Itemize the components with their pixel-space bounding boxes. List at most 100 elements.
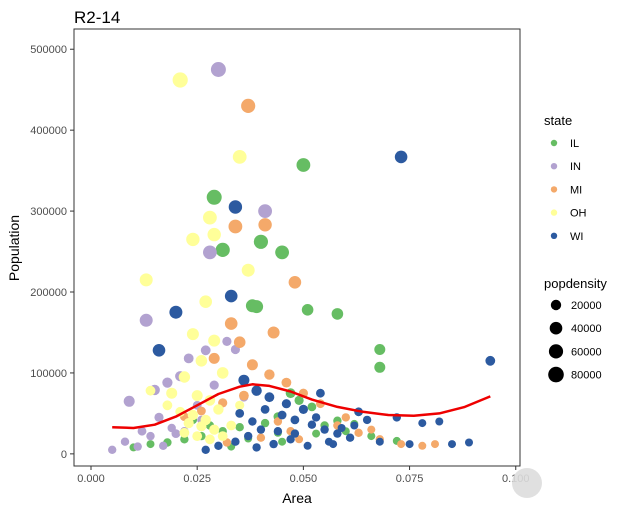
data-point bbox=[333, 429, 342, 438]
chart-title: R2-14 bbox=[74, 8, 120, 27]
data-point bbox=[267, 326, 280, 339]
state-legend-title: state bbox=[544, 113, 572, 128]
size-label-40000: 40000 bbox=[571, 323, 602, 335]
data-point bbox=[139, 313, 153, 327]
data-point bbox=[186, 232, 200, 247]
data-point bbox=[216, 367, 229, 379]
popdensity-legend-title: popdensity bbox=[544, 276, 607, 291]
data-point bbox=[465, 438, 473, 447]
data-point bbox=[241, 98, 256, 113]
data-point bbox=[205, 434, 215, 445]
data-point bbox=[252, 443, 261, 452]
y-tick-label: 100000 bbox=[30, 368, 67, 380]
data-point bbox=[301, 304, 314, 316]
data-point bbox=[183, 418, 194, 429]
y-axis-title: Population bbox=[6, 215, 22, 281]
data-point bbox=[273, 427, 283, 436]
data-point bbox=[228, 219, 243, 234]
data-point bbox=[226, 420, 237, 431]
legend-label-wi: WI bbox=[570, 231, 583, 243]
data-point bbox=[197, 406, 206, 416]
data-point bbox=[248, 417, 257, 426]
data-point bbox=[162, 377, 173, 388]
data-point bbox=[281, 377, 292, 388]
data-point bbox=[228, 200, 243, 214]
data-point bbox=[260, 405, 270, 414]
data-point bbox=[264, 392, 275, 403]
data-point bbox=[250, 300, 264, 314]
x-tick-label: 0.075 bbox=[396, 473, 424, 485]
data-point bbox=[374, 344, 386, 355]
data-point bbox=[375, 437, 384, 446]
x-tick-label: 0.025 bbox=[183, 473, 211, 485]
series-wi bbox=[152, 150, 496, 454]
data-point bbox=[210, 62, 226, 77]
data-point bbox=[253, 234, 268, 249]
data-point bbox=[146, 440, 155, 449]
data-point bbox=[120, 437, 130, 446]
data-point bbox=[341, 413, 350, 422]
legend-label-in: IN bbox=[570, 161, 581, 173]
data-point bbox=[162, 400, 173, 411]
data-point bbox=[260, 418, 270, 428]
data-point bbox=[244, 431, 253, 441]
data-point bbox=[208, 334, 221, 347]
data-point bbox=[235, 400, 245, 410]
data-point bbox=[307, 420, 317, 429]
data-point bbox=[201, 445, 210, 454]
watermark-text: 科研猫 bbox=[545, 475, 593, 494]
data-point bbox=[239, 390, 249, 401]
data-point bbox=[311, 413, 321, 422]
data-point bbox=[367, 425, 376, 434]
data-point bbox=[448, 440, 456, 449]
size-key-40000 bbox=[549, 321, 563, 335]
data-point bbox=[206, 189, 222, 205]
data-point bbox=[329, 440, 338, 449]
y-tick-label: 200000 bbox=[30, 287, 67, 299]
data-point bbox=[209, 424, 220, 435]
data-point bbox=[374, 361, 386, 373]
data-point bbox=[214, 441, 223, 450]
y-tick-label: 0 bbox=[61, 449, 67, 461]
x-axis-title: Area bbox=[282, 490, 312, 506]
data-point bbox=[277, 410, 287, 420]
data-point bbox=[316, 388, 325, 398]
x-tick-label: 0.050 bbox=[290, 473, 318, 485]
data-point bbox=[435, 417, 444, 426]
data-point bbox=[418, 441, 427, 450]
data-point bbox=[224, 317, 238, 330]
smooth-line-layer bbox=[112, 383, 491, 430]
data-point bbox=[246, 359, 258, 371]
data-point bbox=[123, 395, 135, 407]
y-tick-label: 300000 bbox=[30, 206, 67, 218]
data-point bbox=[269, 439, 278, 449]
data-point bbox=[307, 402, 317, 412]
data-point bbox=[199, 295, 212, 309]
data-point bbox=[166, 387, 178, 399]
data-point bbox=[275, 245, 289, 260]
data-point bbox=[196, 421, 207, 432]
data-point bbox=[217, 431, 228, 441]
data-point bbox=[337, 424, 346, 432]
data-point bbox=[133, 442, 142, 451]
data-point bbox=[345, 433, 355, 442]
data-point bbox=[273, 417, 283, 426]
y-axis: 0 100000 200000 300000 400000 500000 bbox=[30, 44, 74, 461]
data-point bbox=[207, 227, 221, 242]
data-point bbox=[186, 328, 199, 341]
data-point bbox=[187, 409, 199, 421]
size-label-60000: 60000 bbox=[571, 346, 602, 358]
data-point bbox=[286, 435, 295, 444]
data-point bbox=[290, 429, 300, 438]
data-point bbox=[213, 404, 224, 415]
data-point bbox=[431, 440, 439, 449]
data-point bbox=[179, 427, 190, 438]
data-point bbox=[224, 289, 238, 303]
data-point bbox=[235, 423, 244, 432]
legend-key-in bbox=[550, 163, 558, 170]
size-key-80000 bbox=[548, 366, 564, 383]
data-point bbox=[405, 440, 414, 449]
